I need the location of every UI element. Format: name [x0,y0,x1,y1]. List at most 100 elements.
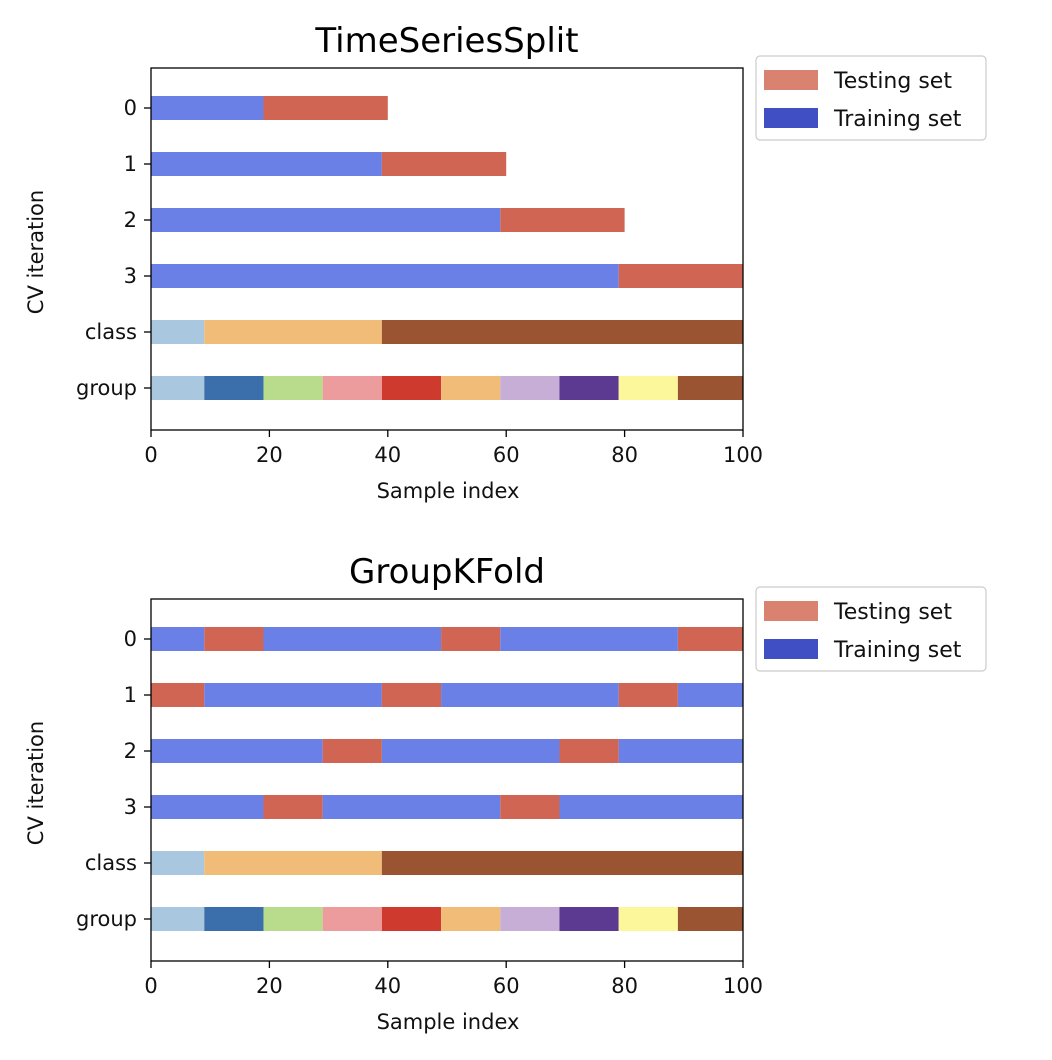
x-tick-label: 20 [256,974,283,998]
class-segment-2 [381,320,743,344]
cv-2-test-segment [559,739,619,763]
chart-panel-0: TimeSeriesSplit 0 1 2 3 class group 0 20 40 60 80 10… [24,21,987,503]
cv-0-train-segment [500,627,678,651]
group-segment-3 [322,907,382,931]
axes-frame [150,598,744,962]
x-tick-label: 80 [611,974,638,998]
group-segment-1 [204,376,264,400]
group-segment-2 [263,907,323,931]
cv-2-train-segment [151,739,323,763]
x-tick-label: 0 [144,443,157,467]
cv-0-train-segment [151,627,205,651]
x-tick-label: 100 [723,443,763,467]
legend-swatch-training [764,108,818,128]
cv-0-train-segment [263,627,442,651]
cv-3-test-segment [618,264,743,288]
x-axis-label: Sample index [377,1010,520,1034]
cv-0-test-segment [204,627,264,651]
y-tick-label: 0 [124,96,137,120]
cv-0-train-segment [151,96,264,120]
cv-2-train-segment [618,739,743,763]
cv-2-train-segment [381,739,560,763]
y-tick-label: 1 [124,683,137,707]
cv-0-test-segment [263,96,388,120]
chart-panel-1: GroupKFold 0 1 2 3 class group 0 20 40 60 80 100 Samp… [24,552,987,1034]
x-tick-label: 40 [374,974,401,998]
y-tick-label: 2 [124,739,137,763]
cv-3-train-segment [322,795,501,819]
cv-1-train-segment [204,683,382,707]
x-tick-label: 100 [723,974,763,998]
x-tick-label: 20 [256,443,283,467]
cv-3-test-segment [263,795,323,819]
group-segment-9 [677,907,743,931]
axes-frame [150,67,744,431]
group-segment-4 [381,376,442,400]
cv-3-test-segment [500,795,560,819]
group-segment-7 [559,907,619,931]
class-segment-0 [151,851,205,875]
cv-2-test-segment [322,739,382,763]
legend: Testing set Training set [755,55,987,141]
legend-swatch-training [764,639,818,659]
group-segment-6 [500,907,560,931]
group-segment-0 [151,907,205,931]
class-segment-0 [151,320,205,344]
cv-2-test-segment [500,208,625,232]
group-segment-5 [441,907,501,931]
class-segment-1 [204,851,382,875]
group-segment-1 [204,907,264,931]
group-segment-4 [381,907,442,931]
group-segment-2 [263,376,323,400]
class-segment-1 [204,320,382,344]
x-axis-label: Sample index [377,479,520,503]
group-segment-8 [618,376,678,400]
legend-swatch-testing [764,601,818,621]
legend-label-training: Training set [833,107,962,132]
x-tick-label: 0 [144,974,157,998]
y-axis-label: CV iteration [24,190,48,314]
x-tick-label: 60 [493,443,520,467]
cv-1-test-segment [151,683,205,707]
x-tick-label: 40 [374,443,401,467]
group-segment-9 [677,376,743,400]
legend: Testing set Training set [755,586,987,672]
legend-label-testing: Testing set [833,600,952,625]
y-tick-label: class [85,851,137,875]
cv-3-train-segment [151,264,619,288]
y-axis-label: CV iteration [24,721,48,845]
group-segment-5 [441,376,501,400]
y-tick-label: group [76,376,137,400]
y-tick-label: 3 [124,264,137,288]
cv-1-train-segment [677,683,743,707]
legend-swatch-testing [764,70,818,90]
group-segment-8 [618,907,678,931]
group-segment-6 [500,376,560,400]
group-segment-7 [559,376,619,400]
group-segment-3 [322,376,382,400]
class-segment-2 [381,851,743,875]
x-tick-label: 80 [611,443,638,467]
cv-1-test-segment [381,152,507,176]
y-tick-label: 0 [124,627,137,651]
chart-title: TimeSeriesSplit [314,21,578,61]
x-tick-label: 60 [493,974,520,998]
group-segment-0 [151,376,205,400]
y-tick-label: 2 [124,208,137,232]
cv-1-test-segment [618,683,678,707]
y-tick-label: group [76,907,137,931]
y-tick-label: 3 [124,795,137,819]
cv-2-train-segment [151,208,501,232]
legend-label-training: Training set [833,638,962,663]
cv-1-test-segment [381,683,442,707]
cv-3-train-segment [151,795,264,819]
legend-label-testing: Testing set [833,69,952,94]
cv-1-train-segment [151,152,382,176]
cv-0-test-segment [677,627,743,651]
y-tick-label: class [85,320,137,344]
cv-1-train-segment [441,683,619,707]
cv-0-test-segment [441,627,501,651]
cv-3-train-segment [559,795,743,819]
y-tick-label: 1 [124,152,137,176]
